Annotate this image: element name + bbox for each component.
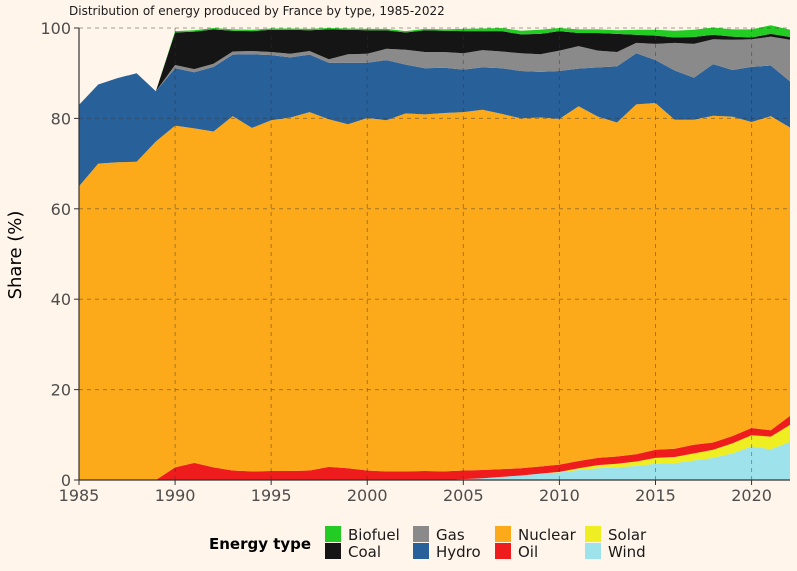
x-tick-label: 1995 [251,486,292,505]
x-tick-label: 2020 [731,486,772,505]
area-series-biofuel [79,25,790,105]
legend-item-coal: Coal [325,543,381,561]
y-tick-label: 0 [61,471,71,490]
x-tick-label: 1985 [59,486,100,505]
legend-label: Wind [608,543,646,561]
x-tick-label: 2005 [443,486,484,505]
legend-swatch [413,526,429,542]
legend-swatch [495,543,511,559]
legend-item-gas: Gas [413,526,465,544]
axes [78,28,790,481]
legend-swatch [413,543,429,559]
legend-swatch [585,543,601,559]
chart-title: Distribution of energy produced by Franc… [69,4,445,18]
legend-item-biofuel: Biofuel [325,526,400,544]
legend-swatch [585,526,601,542]
x-tick-label: 1990 [155,486,196,505]
legend-label: Oil [518,543,538,561]
legend-item-wind: Wind [585,543,646,561]
legend-label: Biofuel [348,526,400,544]
legend-item-nuclear: Nuclear [495,526,577,544]
x-tick-label: 2000 [347,486,388,505]
y-tick-label: 100 [40,19,71,38]
area-series-hydro [79,53,790,187]
legend-item-hydro: Hydro [413,543,481,561]
y-tick-label: 80 [51,109,71,128]
area-series-oil [79,415,790,480]
legend-item-oil: Oil [495,543,538,561]
x-tick-label: 2010 [539,486,580,505]
area-series-gas [79,36,790,105]
x-tick-labels: 1985 1990 1995 2000 2005 2010 2015 2020 [59,480,772,505]
legend-swatch [325,526,341,542]
x-tick-label: 2015 [635,486,676,505]
legend-item-solar: Solar [585,526,647,544]
legend-swatch [495,526,511,542]
area-series-wind [79,442,790,480]
area-series-nuclear [79,103,790,480]
area-series-coal [79,29,790,105]
area-series-solar [79,424,790,480]
y-tick-labels: 0 20 40 60 80 100 [40,19,79,490]
y-axis-label: Share (%) [5,211,26,300]
y-tick-label: 40 [51,290,71,309]
legend-label: Solar [608,526,647,544]
legend-title: Energy type [209,535,311,553]
area-series-group [79,25,790,480]
legend-label: Gas [436,526,465,544]
legend-label: Nuclear [518,526,577,544]
y-tick-label: 60 [51,200,71,219]
legend-swatch [325,543,341,559]
legend-label: Hydro [436,543,481,561]
y-tick-label: 20 [51,381,71,400]
legend-label: Coal [348,543,381,561]
grid-lines [78,27,790,481]
